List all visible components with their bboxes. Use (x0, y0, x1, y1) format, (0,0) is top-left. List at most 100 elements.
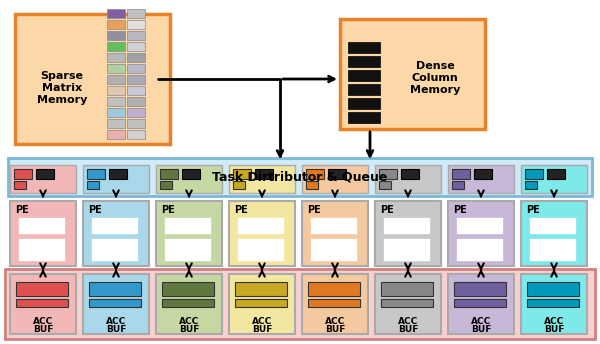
Bar (529, 217, 577, 235)
Bar (348, 70, 380, 81)
Bar (10, 201, 76, 266)
Bar (525, 181, 537, 189)
Bar (127, 108, 145, 117)
Bar (547, 169, 565, 179)
Bar (107, 86, 125, 95)
Bar (529, 238, 577, 262)
Bar (310, 217, 358, 235)
Bar (107, 9, 125, 18)
Bar (235, 282, 287, 296)
Text: ACC: ACC (471, 316, 491, 325)
Bar (383, 217, 431, 235)
Bar (156, 274, 222, 334)
Bar (348, 84, 380, 95)
Bar (14, 181, 26, 189)
Bar (107, 31, 125, 40)
Bar (127, 31, 145, 40)
Bar (237, 238, 285, 262)
Bar (456, 238, 504, 262)
Text: Sparse: Sparse (41, 71, 83, 81)
Bar (452, 169, 470, 179)
Bar (127, 53, 145, 62)
Bar (182, 169, 200, 179)
Text: BUF: BUF (325, 324, 345, 333)
Bar (229, 201, 295, 266)
Text: ACC: ACC (544, 316, 564, 325)
Bar (452, 181, 464, 189)
Bar (233, 169, 251, 179)
Bar (8, 158, 592, 196)
Bar (302, 201, 368, 266)
Bar (16, 282, 68, 296)
Text: ACC: ACC (179, 316, 199, 325)
Bar (340, 19, 485, 129)
Bar (308, 299, 360, 307)
Bar (83, 165, 149, 193)
Bar (127, 86, 145, 95)
Text: Column: Column (412, 73, 458, 83)
Bar (474, 169, 492, 179)
Bar (454, 299, 506, 307)
Bar (521, 274, 587, 334)
Text: ACC: ACC (252, 316, 272, 325)
Bar (18, 217, 66, 235)
Bar (107, 75, 125, 84)
Bar (375, 274, 441, 334)
Bar (381, 282, 433, 296)
Bar (233, 181, 245, 189)
Bar (83, 201, 149, 266)
Bar (525, 169, 543, 179)
Text: Memory: Memory (37, 95, 87, 105)
Bar (18, 238, 66, 262)
Bar (310, 238, 358, 262)
Text: PE: PE (234, 205, 248, 215)
Bar (164, 238, 212, 262)
Bar (229, 165, 295, 193)
Bar (302, 274, 368, 334)
Bar (107, 119, 125, 128)
Bar (127, 9, 145, 18)
Bar (16, 299, 68, 307)
Text: Task Dirtributor & Queue: Task Dirtributor & Queue (212, 171, 388, 183)
Bar (379, 169, 397, 179)
Bar (164, 217, 212, 235)
Text: BUF: BUF (544, 324, 564, 333)
Bar (89, 282, 141, 296)
Bar (107, 53, 125, 62)
Text: BUF: BUF (33, 324, 53, 333)
Bar (328, 169, 346, 179)
Bar (379, 181, 391, 189)
Bar (107, 97, 125, 106)
Bar (89, 299, 141, 307)
Text: ACC: ACC (325, 316, 345, 325)
Bar (5, 269, 595, 339)
Text: PE: PE (88, 205, 102, 215)
Text: BUF: BUF (471, 324, 491, 333)
Bar (107, 64, 125, 73)
Bar (348, 98, 380, 109)
Bar (127, 130, 145, 139)
Bar (162, 299, 214, 307)
Bar (521, 165, 587, 193)
Bar (456, 217, 504, 235)
Bar (107, 42, 125, 51)
Bar (83, 274, 149, 334)
Bar (160, 169, 178, 179)
Text: Matrix: Matrix (42, 83, 82, 93)
Bar (527, 299, 579, 307)
Bar (255, 169, 273, 179)
Text: PE: PE (307, 205, 321, 215)
Bar (527, 282, 579, 296)
Bar (107, 108, 125, 117)
Bar (107, 20, 125, 29)
Bar (383, 238, 431, 262)
Text: BUF: BUF (179, 324, 199, 333)
Text: Dense: Dense (416, 61, 454, 71)
Text: BUF: BUF (106, 324, 126, 333)
Bar (156, 165, 222, 193)
Text: BUF: BUF (252, 324, 272, 333)
Bar (306, 169, 324, 179)
Text: PE: PE (161, 205, 175, 215)
Bar (160, 181, 172, 189)
Bar (127, 119, 145, 128)
